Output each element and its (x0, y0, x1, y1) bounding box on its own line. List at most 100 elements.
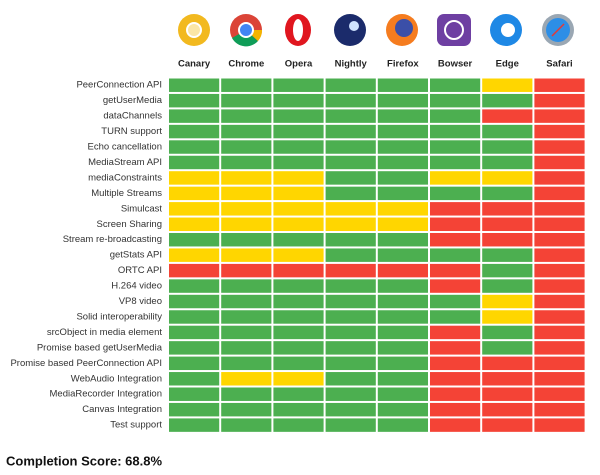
status-cell (221, 356, 272, 371)
chrome-icon-part (232, 30, 258, 47)
feature-label: srcObject in media element (47, 327, 162, 338)
status-cell (430, 341, 481, 355)
status-cell (169, 279, 220, 293)
status-cell (325, 325, 376, 340)
status-cell (430, 310, 481, 324)
status-cell (430, 325, 481, 340)
status-cell (221, 279, 272, 293)
status-cell (273, 372, 324, 386)
status-cell (169, 155, 220, 170)
feature-label: getUserMedia (103, 95, 163, 106)
status-cell (377, 325, 428, 340)
status-cell (169, 387, 220, 401)
feature-label: Promise based getUserMedia (37, 342, 163, 353)
feature-label: Stream re-broadcasting (63, 234, 162, 245)
status-cell (534, 217, 585, 231)
status-cell (377, 155, 428, 170)
status-cell (273, 233, 324, 247)
status-cell (169, 310, 220, 324)
feature-label: Promise based PeerConnection API (10, 358, 162, 369)
status-cell (273, 248, 324, 262)
status-cell (377, 279, 428, 293)
status-cell (325, 279, 376, 293)
status-cell (273, 78, 324, 92)
status-cell (325, 310, 376, 324)
status-cell (377, 78, 428, 92)
status-cell (482, 233, 533, 247)
status-cell (325, 402, 376, 417)
status-cell (221, 325, 272, 340)
status-cell (430, 279, 481, 293)
status-cell (482, 109, 533, 123)
feature-label: getStats API (110, 250, 162, 261)
status-cell (534, 263, 585, 278)
status-cell (377, 217, 428, 231)
status-cell (169, 233, 220, 247)
status-cell (534, 93, 585, 108)
status-cell (430, 263, 481, 278)
status-cell (377, 402, 428, 417)
status-cell (273, 124, 324, 139)
status-cell (534, 202, 585, 216)
status-cell (169, 78, 220, 92)
status-cell (169, 202, 220, 216)
status-cell (325, 341, 376, 355)
status-cell (273, 93, 324, 108)
status-cell (534, 248, 585, 262)
status-cell (534, 109, 585, 123)
status-cell (221, 93, 272, 108)
status-cell (273, 171, 324, 185)
feature-label: H.264 video (111, 281, 162, 292)
feature-label: MediaRecorder Integration (50, 389, 162, 400)
status-cell (534, 294, 585, 309)
status-cell (482, 217, 533, 231)
status-cell (169, 341, 220, 355)
status-cell (325, 171, 376, 185)
status-cell (169, 93, 220, 108)
nightly-icon (334, 14, 366, 46)
status-cell (273, 279, 324, 293)
status-cell (221, 186, 272, 201)
feature-label: WebAudio Integration (71, 373, 162, 384)
feature-label: Solid interoperability (76, 311, 162, 322)
status-cell (273, 341, 324, 355)
status-cell (430, 418, 481, 432)
status-cell (377, 93, 428, 108)
browser-name: Edge (496, 59, 519, 70)
status-cell (221, 402, 272, 417)
status-cell (273, 387, 324, 401)
status-cell (534, 124, 585, 139)
bowser-icon (437, 14, 471, 46)
feature-label: Screen Sharing (97, 219, 162, 230)
status-cell (325, 387, 376, 401)
status-cell (273, 356, 324, 371)
status-cell (430, 356, 481, 371)
status-cell (534, 155, 585, 170)
status-cell (482, 279, 533, 293)
status-cell (325, 356, 376, 371)
status-cell (377, 356, 428, 371)
status-cell (430, 109, 481, 123)
chrome-icon-core (238, 22, 254, 38)
feature-label: Echo cancellation (88, 142, 162, 153)
status-cell (273, 155, 324, 170)
status-cell (430, 387, 481, 401)
status-cell (482, 341, 533, 355)
status-cell (430, 140, 481, 154)
status-cell (169, 402, 220, 417)
browser-name: Chrome (228, 59, 264, 70)
status-cell (221, 171, 272, 185)
status-cell (273, 325, 324, 340)
status-cell (482, 310, 533, 324)
status-cell (273, 202, 324, 216)
status-cell (534, 233, 585, 247)
status-cell (221, 202, 272, 216)
status-cell (221, 124, 272, 139)
status-cell (169, 171, 220, 185)
status-cell (430, 248, 481, 262)
status-cell (377, 263, 428, 278)
status-cell (482, 294, 533, 309)
browser-name: Nightly (335, 59, 368, 70)
status-cell (482, 325, 533, 340)
status-cell (534, 402, 585, 417)
